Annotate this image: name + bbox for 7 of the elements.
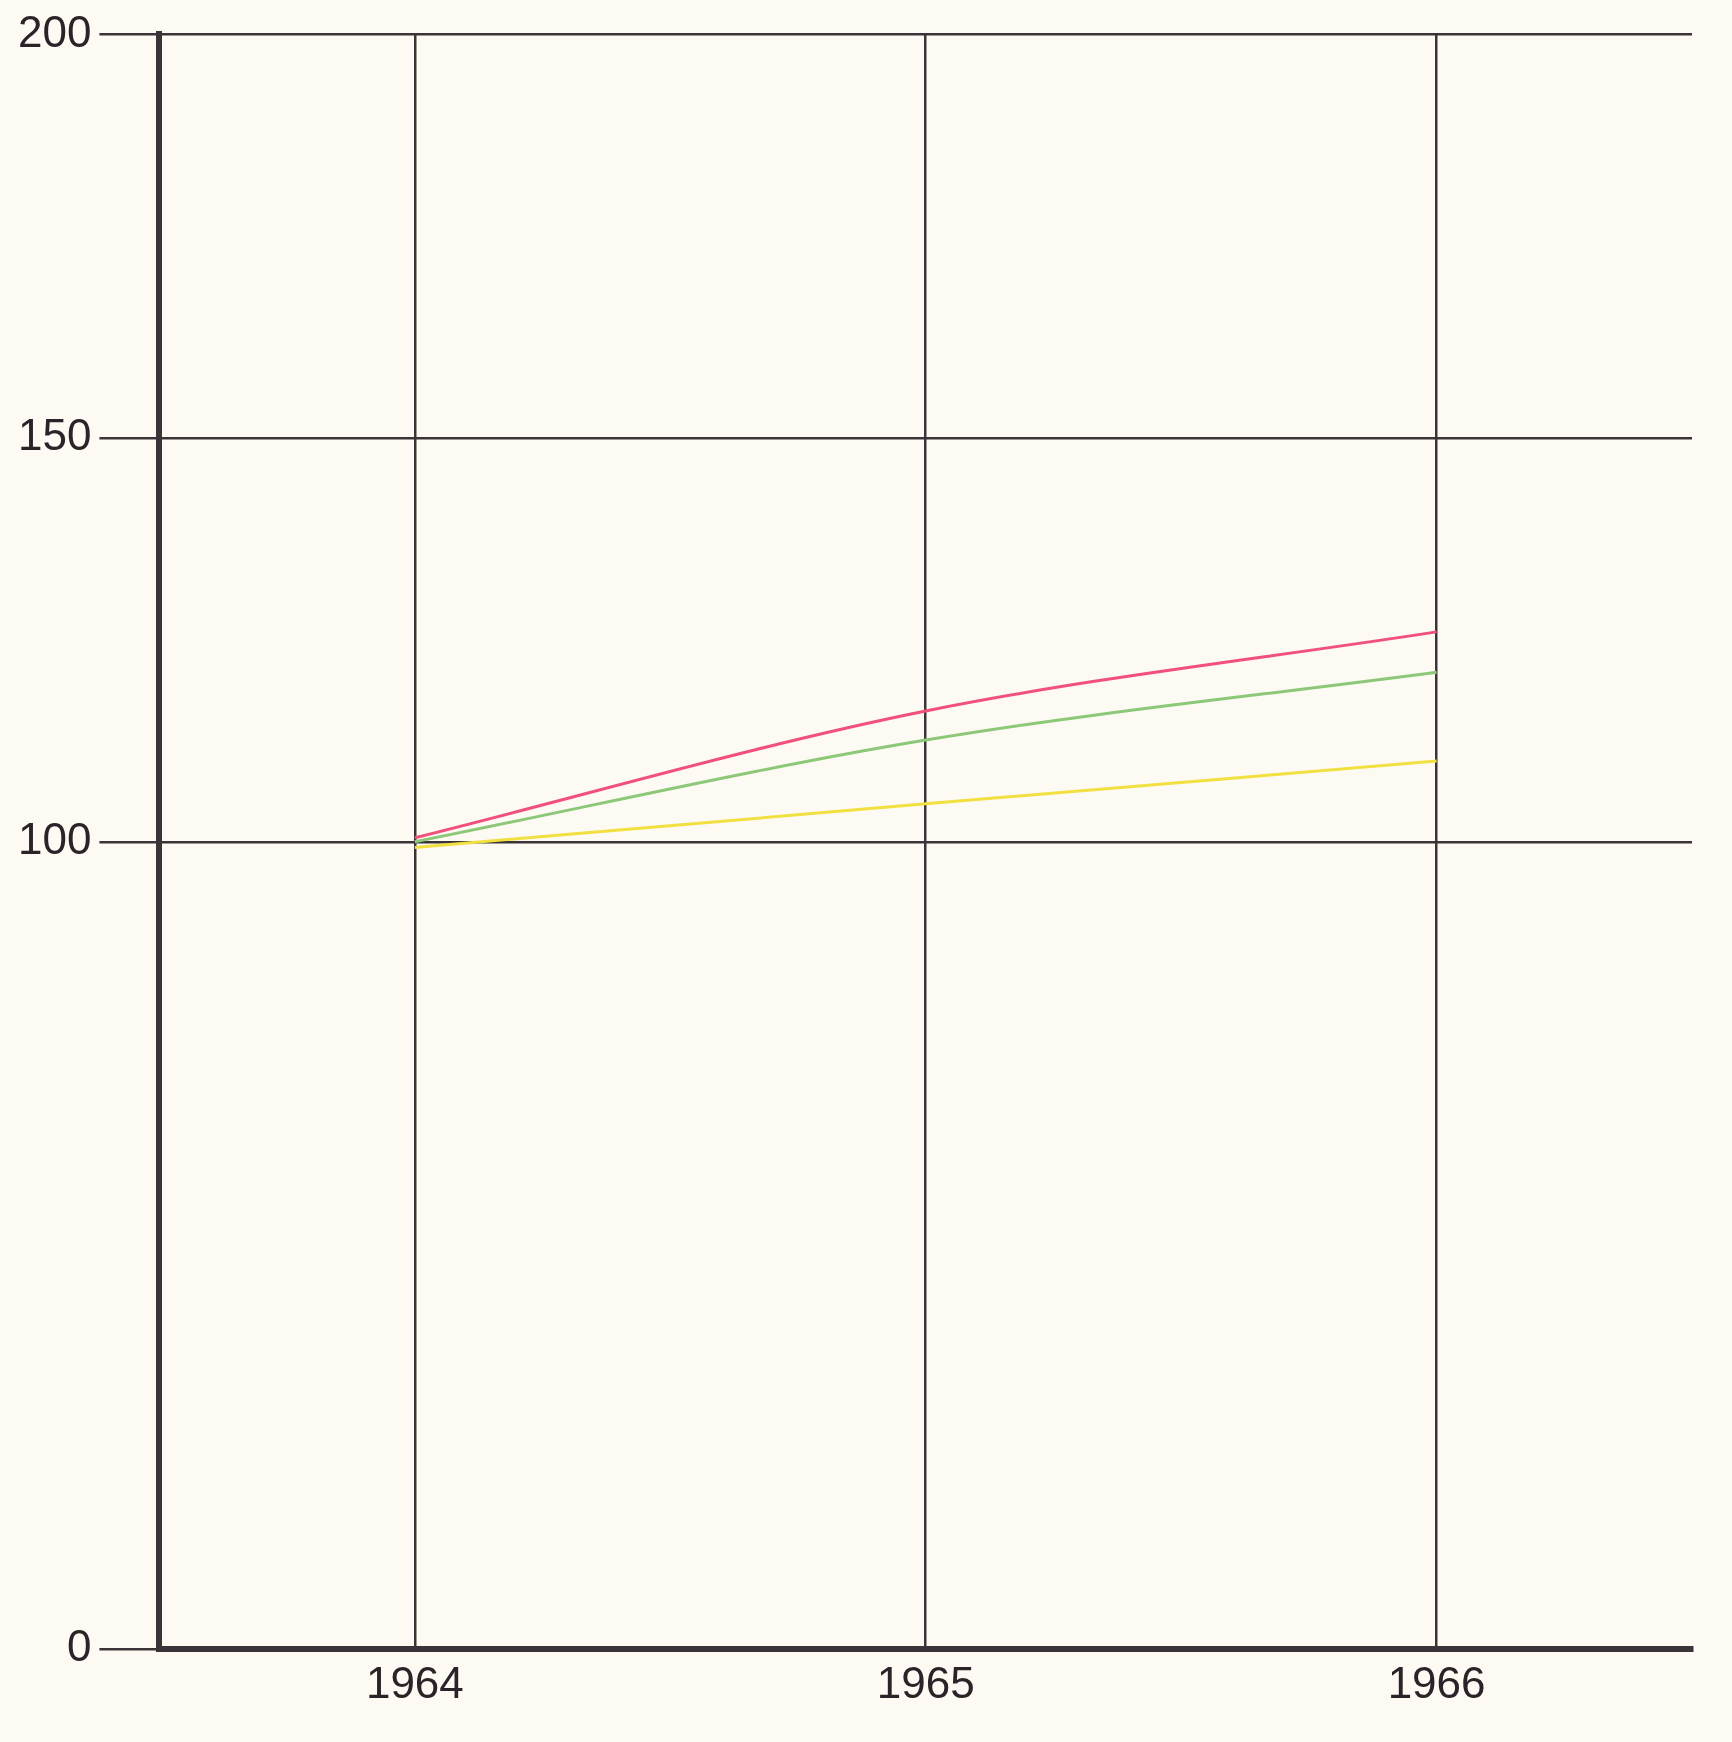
y-tick-label: 150 (17, 410, 92, 460)
y-tick-label: 0 (66, 1621, 92, 1671)
y-tick-label: 200 (17, 6, 92, 56)
x-tick-label: 1966 (1387, 1657, 1486, 1707)
x-tick-label: 1964 (365, 1657, 464, 1707)
y-tick-label: 100 (17, 813, 92, 863)
x-tick-label: 1965 (876, 1657, 975, 1707)
